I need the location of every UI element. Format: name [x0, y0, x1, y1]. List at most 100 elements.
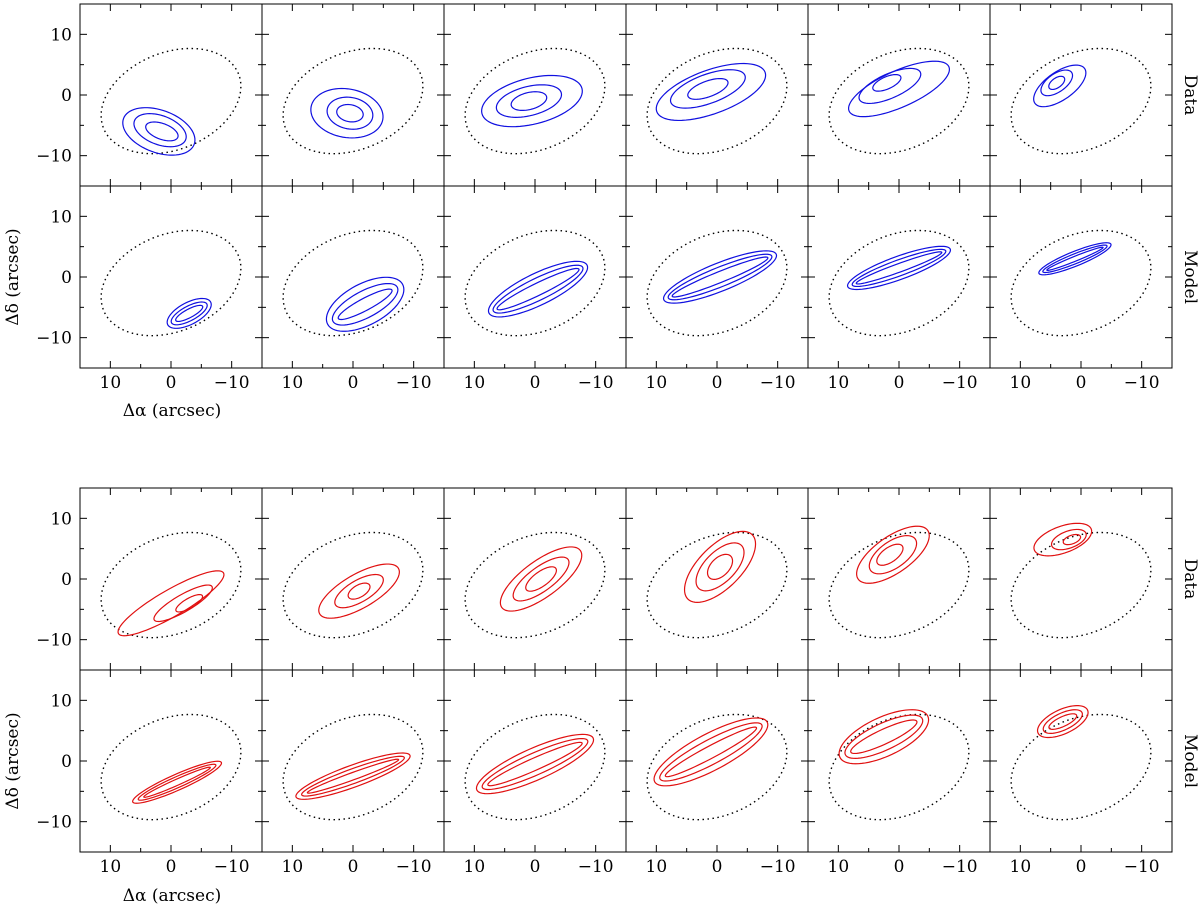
- disk-ellipse: [1010, 47, 1152, 155]
- disk-ellipse: [282, 229, 424, 337]
- disk-ellipse: [100, 531, 242, 639]
- contour-level-3: [1038, 242, 1112, 276]
- y-tick-label: −10: [36, 329, 72, 349]
- x-tick-label: 0: [166, 373, 177, 393]
- panel-content: [1010, 47, 1152, 155]
- x-tick-label: 0: [712, 373, 723, 393]
- panel-red-data-6: [989, 487, 1173, 671]
- disk-ellipse: [282, 47, 424, 155]
- panel-red-data-2: [261, 487, 445, 671]
- panel-content: [464, 229, 606, 337]
- panel-frame: [261, 487, 445, 671]
- contour-level-1: [850, 719, 918, 755]
- disk-ellipse: [464, 531, 606, 639]
- contour-level-1: [487, 741, 583, 787]
- contour-level-3: [1033, 64, 1087, 108]
- panel-content: [646, 713, 788, 821]
- panel-red-model-1: 10 0 −10 10 0 −10: [36, 669, 263, 877]
- panel-frame: [989, 487, 1173, 671]
- x-tick-label: 0: [348, 857, 359, 877]
- contour-level-3: [653, 717, 769, 787]
- panel-content: [828, 229, 970, 337]
- x-tick-label: −10: [578, 857, 614, 877]
- contour-level-2: [334, 573, 384, 609]
- panel-blue-data-6: [989, 3, 1173, 187]
- panel-red-model-3: 10 0 −10: [443, 669, 627, 877]
- disk-ellipse: [464, 713, 606, 821]
- x-tick-label: −10: [214, 373, 250, 393]
- contour-level-1: [175, 304, 204, 323]
- x-tick-label: 0: [530, 857, 541, 877]
- contour-level-2: [133, 113, 187, 148]
- contour-level-1: [1048, 713, 1078, 730]
- x-tick-label: −10: [760, 857, 796, 877]
- panel-content: [828, 47, 970, 155]
- disk-ellipse: [828, 531, 970, 639]
- contour-level-3: [122, 107, 196, 156]
- contour-level-1: [337, 288, 393, 321]
- panel-frame: [807, 669, 991, 853]
- panel-content: [646, 47, 788, 155]
- panel-content: [282, 531, 424, 639]
- panel-red-data-1: 10 0 −10: [36, 487, 263, 671]
- contour-level-3: [683, 530, 757, 603]
- contour-level-2: [868, 535, 918, 575]
- panel-frame: [807, 185, 991, 369]
- contour-level-3: [1033, 522, 1093, 557]
- x-tick-label: 10: [828, 373, 850, 393]
- contour-level-2: [1042, 709, 1083, 734]
- contour-level-2: [331, 282, 399, 326]
- contour-level-1: [872, 73, 902, 92]
- panel-red-model-6: 10 0 −10: [989, 669, 1173, 877]
- x-tick-label: −10: [1124, 373, 1160, 393]
- panel-frame: [443, 185, 627, 369]
- x-tick-label: 10: [282, 373, 304, 393]
- disk-ellipse: [282, 713, 424, 821]
- x-tick-label: 10: [1010, 857, 1032, 877]
- contour-level-1: [706, 553, 734, 580]
- x-tick-label: −10: [1124, 857, 1160, 877]
- panel-blue-model-5: 10 0 −10: [807, 185, 991, 393]
- panel-content: [1010, 705, 1152, 821]
- panel-content: [828, 709, 970, 821]
- contour-level-3: [846, 245, 952, 291]
- y-tick-label: 0: [61, 570, 72, 590]
- panel-frame: [989, 185, 1173, 369]
- contour-level-3: [481, 74, 583, 128]
- y-tick-label: −10: [36, 147, 72, 167]
- panel-content: [464, 531, 606, 639]
- contour-level-1: [143, 766, 211, 798]
- panel-red-data-4: [625, 487, 809, 671]
- x-tick-label: 10: [828, 857, 850, 877]
- x-tick-label: 10: [646, 373, 668, 393]
- panel-blue-model-6: 10 0 −10: [989, 185, 1173, 393]
- x-tick-label: 0: [894, 857, 905, 877]
- x-tick-label: 10: [464, 857, 486, 877]
- contour-level-1: [1062, 533, 1082, 546]
- ylabel-top-group: Δδ (arcsec): [3, 228, 23, 325]
- contour-level-2: [669, 69, 746, 109]
- panel-blue-data-5: [807, 3, 991, 187]
- contour-level-2: [492, 264, 584, 314]
- panel-content: [828, 525, 970, 639]
- disk-ellipse: [1010, 531, 1152, 639]
- contour-level-2: [851, 248, 947, 288]
- panel-content: [464, 47, 606, 155]
- panel-red-data-3: [443, 487, 627, 671]
- disk-ellipse: [1010, 713, 1152, 821]
- panel-content: [100, 531, 242, 639]
- panel-frame: [79, 3, 263, 187]
- panel-grid: 10 0 −10 10 0 −10 10 0 −10 10 0 −10 10 0 −10 10 0 −10 10 0 −…: [36, 3, 1173, 877]
- panel-red-data-5: [807, 487, 991, 671]
- panel-content: [282, 229, 424, 337]
- panel-frame: [807, 487, 991, 671]
- contour-level-2: [659, 722, 763, 782]
- contour-level-3: [487, 260, 589, 318]
- y-tick-label: 10: [50, 691, 72, 711]
- panel-blue-model-1: 10 0 −10 10 0 −10: [36, 185, 263, 393]
- contour-level-2: [1050, 528, 1087, 551]
- panel-frame: [443, 487, 627, 671]
- panel-frame: [79, 185, 263, 369]
- panel-frame: [989, 3, 1173, 187]
